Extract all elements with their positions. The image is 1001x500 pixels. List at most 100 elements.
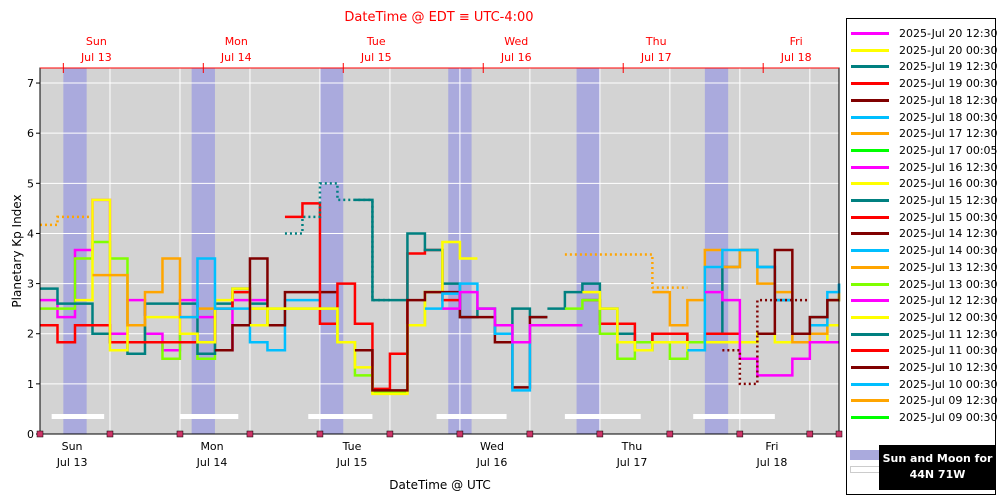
bottom-midday-marker	[526, 430, 534, 438]
night-band-swatch	[850, 450, 880, 460]
legend-item: 2025-Jul 19 00:30	[851, 75, 998, 92]
top-day-name: Sun	[86, 35, 107, 48]
bottom-midday-marker	[666, 430, 674, 438]
legend-label: 2025-Jul 16 12:30	[899, 160, 998, 174]
bottom-day-marker	[835, 430, 843, 438]
legend-swatch	[851, 265, 889, 269]
series-line	[722, 298, 810, 386]
legend-item: 2025-Jul 09 00:30	[851, 409, 998, 426]
legend-label: 2025-Jul 12 12:30	[899, 294, 998, 308]
legend-swatch	[851, 399, 889, 403]
legend-item: 2025-Jul 14 00:30	[851, 242, 998, 259]
legend-item: 2025-Jul 20 00:30	[851, 42, 998, 59]
bottom-day-name: Sun	[62, 440, 83, 453]
y-tick-label: 5	[27, 177, 34, 190]
legend-item: 2025-Jul 12 12:30	[851, 292, 998, 309]
sun-moon-label: Sun and Moon for 44N 71W	[879, 445, 996, 490]
night-band	[319, 68, 344, 434]
bottom-day-date: Jul 15	[336, 456, 368, 469]
y-tick-label: 4	[27, 227, 34, 240]
plot-area: 0 1 2 3 4 5 6 7 Sun Jul 13 Mon Jul 14 Tue Jul 15 Wed Ju…	[27, 35, 843, 469]
legend-item: 2025-Jul 20 12:30	[851, 25, 998, 42]
legend-swatch	[851, 199, 889, 202]
legend-item: 2025-Jul 14 12:30	[851, 225, 998, 242]
bottom-day-name: Mon	[200, 440, 223, 453]
y-tick-label: 7	[27, 77, 34, 90]
legend-item: 2025-Jul 10 12:30	[851, 359, 998, 376]
series-line	[564, 298, 705, 361]
legend-swatch	[851, 366, 889, 369]
night-band	[576, 68, 600, 434]
legend-swatch	[851, 332, 889, 336]
legend-label: 2025-Jul 19 12:30	[899, 60, 998, 74]
y-tick-label: 2	[27, 328, 34, 341]
legend-swatch	[851, 299, 889, 303]
bottom-midday-marker	[246, 430, 254, 438]
legend-swatch	[851, 182, 889, 186]
legend-swatch	[851, 416, 889, 420]
moon-bar	[436, 414, 507, 419]
legend-swatch	[851, 82, 889, 86]
legend-label: 2025-Jul 14 00:30	[899, 244, 998, 258]
legend-label: 2025-Jul 09 00:30	[899, 411, 998, 425]
bottom-day-date: Jul 17	[616, 456, 648, 469]
legend-item: 2025-Jul 15 00:30	[851, 209, 998, 226]
legend-item: 2025-Jul 13 00:30	[851, 276, 998, 293]
legend-label: 2025-Jul 15 12:30	[899, 194, 998, 207]
x-axis-label: DateTime @ UTC	[389, 478, 490, 492]
legend-swatch	[851, 382, 889, 386]
bottom-day-marker	[316, 430, 324, 438]
bottom-day-marker	[596, 430, 604, 438]
series-line	[704, 290, 839, 377]
bottom-day-marker	[36, 430, 44, 438]
series-line	[40, 215, 93, 227]
bottom-midday-marker	[806, 430, 814, 438]
legend-swatch	[851, 65, 889, 69]
moon-bar-swatch	[850, 466, 882, 473]
bottom-day-marker	[736, 430, 744, 438]
legend-swatch	[851, 148, 889, 152]
legend-item: 2025-Jul 18 00:30	[851, 109, 998, 126]
chart-title: DateTime @ EDT ≡ UTC-4:00	[344, 10, 533, 25]
legend-item: 2025-Jul 10 00:30	[851, 376, 998, 393]
top-day-name: Tue	[366, 35, 386, 48]
legend-item: 2025-Jul 12 00:30	[851, 309, 998, 326]
legend-label: 2025-Jul 18 00:30	[899, 110, 998, 124]
legend-item: 2025-Jul 17 00:05	[851, 142, 998, 159]
bottom-day-date: Jul 18	[756, 456, 788, 469]
top-day-name: Thu	[645, 35, 667, 48]
moon-bar	[308, 414, 373, 419]
legend-item: 2025-Jul 09 12:30	[851, 392, 998, 409]
series-line	[214, 257, 338, 352]
legend-label: 2025-Jul 14 12:30	[899, 227, 998, 241]
legend-label: 2025-Jul 13 12:30	[899, 260, 998, 274]
legend: 2025-Jul 20 12:30 2025-Jul 20 00:30 2025-J…	[846, 18, 998, 495]
legend-label: 2025-Jul 12 00:30	[899, 310, 998, 324]
moon-bar	[693, 414, 775, 419]
legend-item: 2025-Jul 18 12:30	[851, 92, 998, 109]
legend-swatch	[851, 282, 889, 286]
top-day-name: Mon	[225, 35, 248, 48]
top-day-date: Jul 17	[640, 51, 672, 64]
bottom-day-name: Tue	[342, 440, 362, 453]
legend-item: 2025-Jul 16 00:30	[851, 175, 998, 192]
series-line	[757, 248, 839, 335]
legend-swatch	[851, 232, 889, 236]
top-day-name: Fri	[790, 35, 803, 48]
moon-bar	[51, 414, 105, 419]
bottom-day-name: Fri	[765, 440, 778, 453]
legend-label: 2025-Jul 13 00:30	[899, 277, 998, 291]
legend-label: 2025-Jul 16 00:30	[899, 177, 998, 191]
legend-label: 2025-Jul 11 12:30	[899, 327, 998, 341]
legend-item: 2025-Jul 13 12:30	[851, 259, 998, 276]
legend-item: 2025-Jul 16 12:30	[851, 159, 998, 176]
legend-label: 2025-Jul 15 00:30	[899, 210, 998, 224]
legend-swatch	[851, 115, 889, 119]
legend-swatch	[851, 98, 889, 102]
top-day-date: Jul 16	[500, 51, 532, 64]
legend-label: 2025-Jul 10 12:30	[899, 361, 998, 374]
top-day-date: Jul 18	[780, 51, 812, 64]
bottom-day-marker	[176, 430, 184, 438]
bottom-day-name: Wed	[480, 440, 504, 453]
